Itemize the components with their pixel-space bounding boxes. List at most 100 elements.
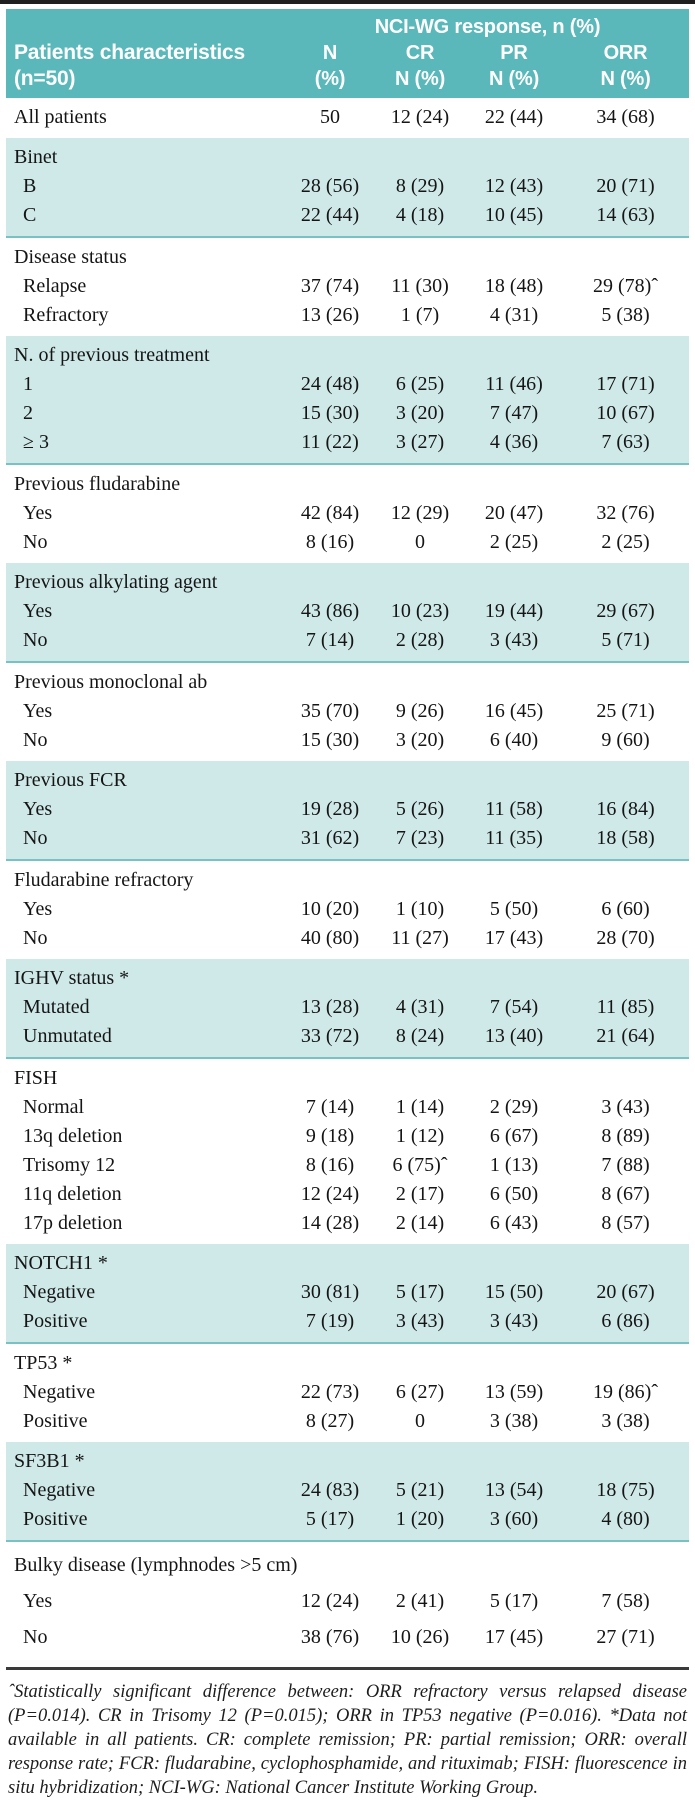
cell-pr: 3 (43) — [489, 1310, 539, 1332]
row-label: Bulky disease (lymphnodes >5 cm) — [14, 1554, 298, 1576]
section-header-row: Previous monoclonal ab — [6, 668, 689, 697]
header-subcol-n: (%) — [314, 68, 346, 90]
row-label: 11q deletion — [23, 1183, 122, 1205]
cell-cr: 6 (75)ˆ — [392, 1154, 448, 1176]
cell-orr: 18 (58) — [596, 827, 655, 849]
table-row: B 28 (56) 8 (29) 12 (43) 20 (71) — [6, 172, 689, 201]
cell-pr: 18 (48) — [484, 275, 544, 297]
cell-orr: 25 (71) — [596, 700, 655, 722]
cell-orr: 16 (84) — [596, 798, 655, 820]
row-label: Yes — [23, 600, 53, 622]
cell-orr: 32 (76) — [596, 502, 655, 524]
row-label: Negative — [23, 1281, 96, 1303]
table-row: Yes 35 (70) 9 (26) 16 (45) 25 (71) — [6, 697, 689, 726]
table-section: Disease status Relapse 37 (74) 11 (30) 18 (4… — [6, 238, 689, 336]
cell-pr: 13 (40) — [484, 1025, 544, 1047]
header-subcol-orr: N (%) — [600, 68, 651, 90]
cell-orr: 19 (86)ˆ — [593, 1381, 658, 1403]
cell-pr: 3 (43) — [489, 629, 539, 651]
table-row: All patients 50 12 (24) 22 (44) 34 (68) — [6, 103, 689, 132]
cell-pr: 1 (13) — [489, 1154, 539, 1176]
cell-orr: 4 (80) — [601, 1508, 650, 1530]
row-label: Yes — [23, 798, 53, 820]
table-row: Positive 7 (19) 3 (43) 3 (43) 6 (86) — [6, 1307, 689, 1336]
cell-orr: 8 (67) — [601, 1183, 650, 1205]
row-label: B — [23, 175, 37, 197]
cell-cr: 6 (25) — [395, 373, 445, 395]
cell-orr: 7 (63) — [601, 431, 650, 453]
table-row: 13q deletion 9 (18) 1 (12) 6 (67) 8 (89) — [6, 1122, 689, 1151]
table-row: Mutated 13 (28) 4 (31) 7 (54) 11 (85) — [6, 993, 689, 1022]
cell-cr: 11 (30) — [391, 275, 449, 297]
table-section: Fludarabine refractory Yes 10 (20) 1 (10) 5 … — [6, 861, 689, 959]
table-row: Negative 30 (81) 5 (17) 15 (50) 20 (67) — [6, 1278, 689, 1307]
cell-orr: 8 (89) — [601, 1125, 650, 1147]
row-label: Normal — [23, 1096, 85, 1118]
table-section: Previous alkylating agent Yes 43 (86) 10 (2… — [6, 563, 689, 663]
table-row: Positive 5 (17) 1 (20) 3 (60) 4 (80) — [6, 1505, 689, 1534]
cell-cr: 1 (7) — [400, 304, 440, 326]
table-section: N. of previous treatment 1 24 (48) 6 (25) 11… — [6, 336, 689, 465]
cell-n: 14 (28) — [300, 1212, 360, 1234]
table-row: Yes 43 (86) 10 (23) 19 (44) 29 (67) — [6, 597, 689, 626]
table-row: 17p deletion 14 (28) 2 (14) 6 (43) 8 (57) — [6, 1209, 689, 1238]
table-row: 11q deletion 12 (24) 2 (17) 6 (50) 8 (67) — [6, 1180, 689, 1209]
header-col-cr: CR — [405, 42, 435, 64]
row-label: TP53 * — [14, 1352, 73, 1374]
cell-pr: 22 (44) — [484, 106, 544, 128]
section-header-row: NOTCH1 * — [6, 1249, 689, 1278]
cell-n: 35 (70) — [300, 700, 360, 722]
cell-n: 22 (73) — [300, 1381, 360, 1403]
cell-cr: 7 (23) — [395, 827, 445, 849]
cell-pr: 4 (36) — [489, 431, 539, 453]
cell-cr: 8 (29) — [395, 175, 445, 197]
cell-orr: 3 (43) — [601, 1096, 650, 1118]
header-col-orr: ORR — [603, 42, 648, 64]
row-label: No — [23, 629, 48, 651]
cell-n: 13 (26) — [300, 304, 360, 326]
cell-orr: 6 (86) — [601, 1310, 650, 1332]
cell-pr: 17 (43) — [484, 927, 544, 949]
cell-pr: 7 (47) — [489, 402, 539, 424]
cell-pr: 12 (43) — [484, 175, 544, 197]
table-row: Yes 12 (24) 2 (41) 5 (17) 7 (58) — [6, 1583, 689, 1619]
cell-n: 37 (74) — [300, 275, 360, 297]
cell-pr: 4 (31) — [489, 304, 539, 326]
table-row: Positive 8 (27) 0 3 (38) 3 (38) — [6, 1407, 689, 1436]
cell-orr: 8 (57) — [601, 1212, 650, 1234]
row-label: Trisomy 12 — [23, 1154, 116, 1176]
table-row: C 22 (44) 4 (18) 10 (45) 14 (63) — [6, 201, 689, 230]
cell-pr: 5 (50) — [489, 898, 539, 920]
header-row-label-line1: Patients characteristics — [14, 41, 245, 64]
cell-pr: 6 (43) — [489, 1212, 539, 1234]
row-label: SF3B1 * — [14, 1450, 85, 1472]
table-section: Binet B 28 (56) 8 (29) 12 (43) 20 (71) C 22 (44… — [6, 138, 689, 238]
cell-pr: 3 (60) — [489, 1508, 539, 1530]
cell-orr: 20 (67) — [596, 1281, 655, 1303]
row-label: N. of previous treatment — [14, 344, 210, 366]
row-label: Positive — [23, 1310, 88, 1332]
row-label: All patients — [14, 106, 107, 128]
cell-pr: 15 (50) — [484, 1281, 544, 1303]
table-section: Previous FCR Yes 19 (28) 5 (26) 11 (58) 16 (8… — [6, 761, 689, 861]
cell-cr: 4 (31) — [395, 996, 445, 1018]
row-label: Yes — [23, 700, 53, 722]
row-label: Negative — [23, 1381, 96, 1403]
table-row: Negative 22 (73) 6 (27) 13 (59) 19 (86)ˆ — [6, 1378, 689, 1407]
cell-orr: 29 (78)ˆ — [593, 275, 658, 297]
cell-pr: 11 (58) — [485, 798, 543, 820]
header-subcol-pr: N (%) — [488, 68, 540, 90]
row-label: No — [23, 531, 48, 553]
table-row: ≥ 3 11 (22) 3 (27) 4 (36) 7 (63) — [6, 428, 689, 457]
cell-n: 11 (22) — [301, 431, 359, 453]
row-label: Previous alkylating agent — [14, 571, 218, 593]
cell-pr: 6 (67) — [489, 1125, 539, 1147]
cell-orr: 5 (38) — [601, 304, 650, 326]
cell-n: 7 (19) — [305, 1310, 355, 1332]
cell-cr: 12 (29) — [390, 502, 450, 524]
header-group-row: NCI-WG response, n (%) — [6, 14, 689, 40]
cell-n: 38 (76) — [300, 1626, 360, 1648]
cell-n: 8 (16) — [305, 1154, 355, 1176]
row-label: Previous fludarabine — [14, 473, 181, 495]
cell-cr: 10 (26) — [390, 1626, 450, 1648]
